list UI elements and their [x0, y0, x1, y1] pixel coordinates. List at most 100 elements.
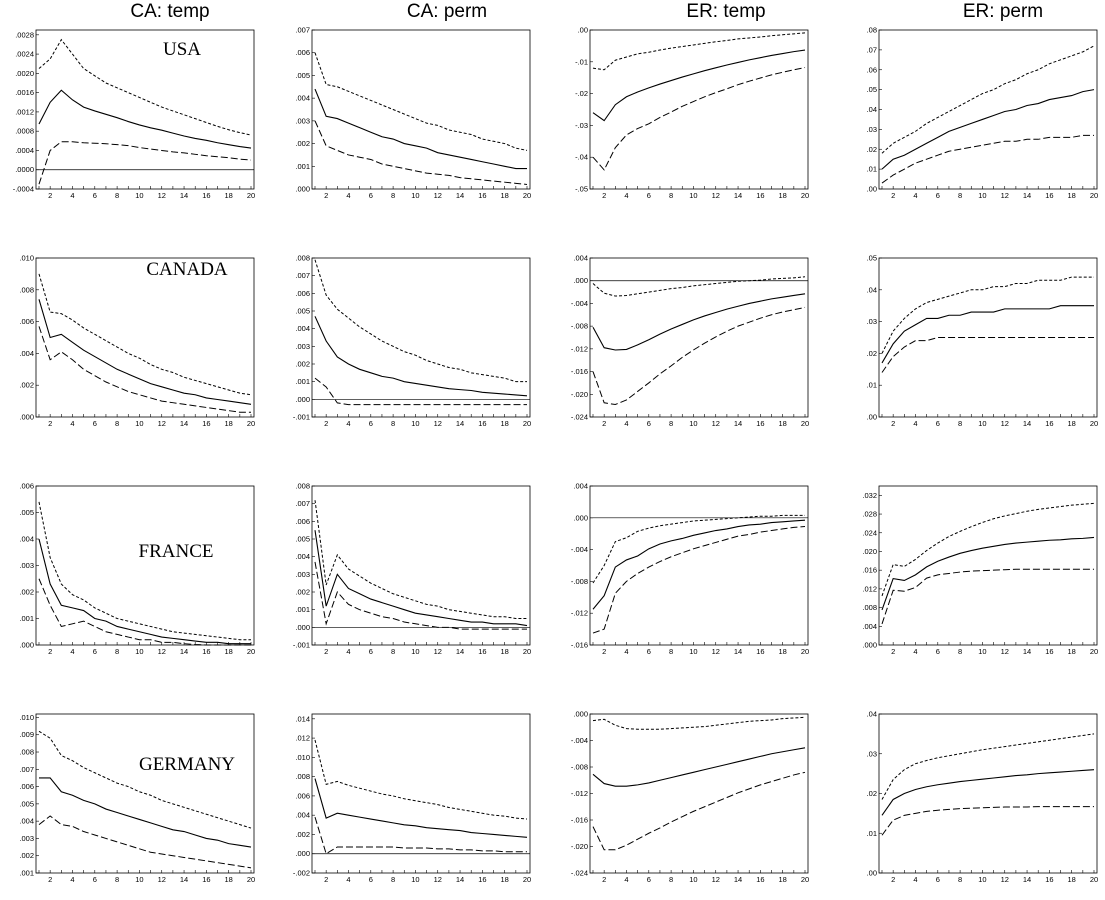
x-tick-label: 14 — [734, 191, 742, 200]
panel-r3-c1: .014 .012 .010 .008 .006 .004 .002 .000 -.002 2 4 6… — [293, 713, 531, 884]
y-tick-label: .06 — [867, 65, 877, 74]
series-lower — [881, 568, 1094, 625]
x-tick-label: 14 — [456, 191, 464, 200]
x-tick-label: 6 — [93, 419, 97, 428]
y-tick-label: .003 — [19, 834, 34, 843]
panel-r2-c2: .004 .000 -.004 -.008 -.012 -.016 2 4 6 8 10 12 14 16… — [571, 482, 809, 657]
x-tick-label: 12 — [158, 419, 166, 428]
x-tick-label: 2 — [48, 191, 52, 200]
y-tick-label: .005 — [295, 535, 310, 544]
x-tick-label: 12 — [158, 875, 166, 884]
x-tick-label: 4 — [913, 647, 917, 656]
x-tick-label: 16 — [756, 647, 764, 656]
x-tick-label: 14 — [180, 647, 188, 656]
y-tick-label: .002 — [19, 851, 34, 860]
x-tick-label: 16 — [1045, 647, 1053, 656]
x-tick-label: 16 — [478, 875, 486, 884]
y-tick-label: .05 — [867, 85, 877, 94]
y-tick-label: .010 — [19, 254, 34, 263]
panel-r1-c2: .004 .000 -.004 -.008 -.012 -.016 -.020 -.024 2 4… — [571, 254, 809, 429]
x-tick-label: 18 — [779, 875, 787, 884]
x-tick-label: 18 — [225, 647, 233, 656]
y-tick-label: .001 — [19, 614, 34, 623]
x-tick-label: 18 — [225, 419, 233, 428]
y-tick-label: .001 — [295, 162, 310, 171]
x-tick-label: 20 — [523, 191, 531, 200]
x-tick-label: 4 — [70, 419, 74, 428]
x-tick-label: 12 — [434, 191, 442, 200]
x-tick-label: 20 — [247, 647, 255, 656]
y-tick-label: .004 — [862, 622, 877, 631]
y-tick-label: .006 — [19, 482, 34, 491]
panel-r3-c0: .010 .009 .008 .007 .006 .005 .004 .003 .002 .001… — [19, 713, 255, 884]
x-tick-label: 8 — [669, 875, 673, 884]
y-tick-label: -.004 — [571, 545, 588, 554]
series-lower — [881, 337, 1094, 373]
x-tick-label: 8 — [391, 647, 395, 656]
y-tick-label: .020 — [862, 547, 877, 556]
x-tick-label: 18 — [1068, 191, 1076, 200]
x-tick-label: 18 — [501, 875, 509, 884]
x-tick-label: 2 — [48, 419, 52, 428]
x-tick-label: 2 — [891, 647, 895, 656]
x-tick-label: 10 — [411, 647, 419, 656]
x-tick-label: 20 — [1090, 647, 1098, 656]
x-tick-label: 2 — [324, 419, 328, 428]
x-tick-label: 16 — [1045, 191, 1053, 200]
panel-r1-c1: .008 .007 .006 .005 .004 .003 .002 .001 .000 -.00… — [293, 254, 531, 429]
x-tick-label: 6 — [647, 419, 651, 428]
y-tick-label: .004 — [295, 811, 310, 820]
x-tick-label: 8 — [958, 875, 962, 884]
x-tick-label: 18 — [779, 419, 787, 428]
x-tick-label: 20 — [1090, 875, 1098, 884]
x-tick-label: 4 — [624, 419, 628, 428]
y-tick-label: -.008 — [571, 577, 588, 586]
panel-grid: .0028.0024.0020.0016.0012.0008.0004.0000… — [13, 26, 1098, 885]
y-tick-label: .04 — [867, 105, 877, 114]
y-tick-label: .008 — [295, 772, 310, 781]
y-tick-label: .007 — [295, 271, 310, 280]
x-tick-label: 8 — [115, 875, 119, 884]
x-tick-label: 20 — [247, 191, 255, 200]
y-tick-label: .007 — [295, 26, 310, 35]
x-tick-label: 14 — [734, 647, 742, 656]
series-mean — [881, 305, 1094, 364]
y-tick-label: .02 — [867, 349, 877, 358]
x-tick-label: 16 — [478, 419, 486, 428]
series-lower — [592, 306, 806, 406]
y-tick-label: .028 — [862, 510, 877, 519]
y-tick-label: .003 — [295, 570, 310, 579]
x-tick-label: 20 — [247, 875, 255, 884]
x-tick-label: 10 — [411, 419, 419, 428]
country-label: GERMANY — [139, 754, 235, 775]
series-upper — [592, 32, 806, 71]
y-tick-label: .008 — [295, 254, 310, 263]
panel-r2-c3: .032 .028 .024 .020 .016 .012 .008 .004 .000 2 4 6 8… — [862, 485, 1098, 656]
x-tick-label: 12 — [434, 875, 442, 884]
y-tick-label: .00 — [867, 869, 877, 878]
y-tick-label: .000 — [573, 710, 588, 719]
series-upper — [881, 502, 1095, 597]
x-tick-label: 14 — [180, 419, 188, 428]
plot-frame — [311, 485, 531, 646]
plot-frame — [35, 257, 255, 418]
x-tick-label: 6 — [936, 647, 940, 656]
x-tick-label: 20 — [1090, 191, 1098, 200]
x-tick-label: 4 — [624, 191, 628, 200]
x-tick-label: 2 — [48, 647, 52, 656]
x-tick-label: 12 — [712, 875, 720, 884]
y-tick-label: .001 — [295, 605, 310, 614]
x-tick-label: 10 — [978, 875, 986, 884]
x-tick-label: 16 — [756, 191, 764, 200]
y-tick-label: -.004 — [571, 299, 588, 308]
x-tick-label: 2 — [324, 647, 328, 656]
column-title-er-perm: ER: perm — [963, 1, 1043, 22]
x-tick-label: 4 — [913, 875, 917, 884]
series-mean — [592, 49, 806, 122]
column-title-ca-perm: CA: perm — [407, 1, 487, 22]
y-tick-label: -.02 — [575, 89, 588, 98]
y-tick-label: .006 — [295, 791, 310, 800]
y-tick-label: .008 — [19, 748, 34, 757]
x-tick-label: 6 — [369, 191, 373, 200]
x-tick-label: 20 — [801, 875, 809, 884]
